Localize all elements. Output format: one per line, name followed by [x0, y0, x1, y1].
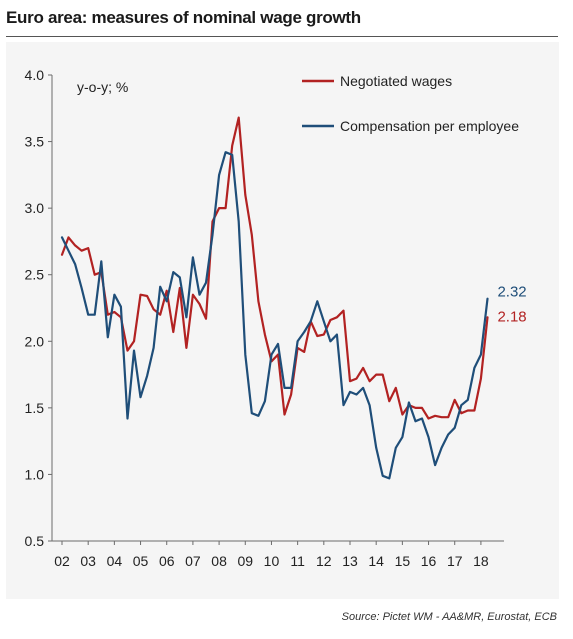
y-tick-label: 3.0 — [25, 200, 45, 216]
x-tick-label: 13 — [342, 553, 358, 569]
title-divider — [6, 36, 558, 37]
legend-negotiated-wages: Negotiated wages — [302, 73, 452, 89]
source-note: Source: Pictet WM - AA&MR, Eurostat, ECB — [341, 611, 557, 623]
chart-title: Euro area: measures of nominal wage grow… — [6, 8, 361, 27]
x-tick-label: 10 — [264, 553, 280, 569]
x-tick-label: 14 — [368, 553, 384, 569]
x-tick-label: 04 — [107, 553, 123, 569]
axes: 0.5 1.0 1.5 2.0 2.5 3.0 3.5 4.0 02 03 04 05 06 07 08 09… — [25, 67, 504, 569]
x-tick-label: 06 — [159, 553, 175, 569]
compensation-per-employee-line — [60, 151, 489, 480]
x-tick-label: 02 — [54, 553, 70, 569]
series-lines: 2.18 2.32 — [60, 116, 527, 480]
x-tick-label: 09 — [237, 553, 253, 569]
x-tick-label: 15 — [395, 553, 411, 569]
legend: Negotiated wages Compensation per employe… — [302, 73, 519, 134]
y-axis-unit-label: y-o-y; % — [77, 79, 128, 95]
negotiated-wages-end-label: 2.18 — [497, 308, 526, 325]
x-tick-label: 11 — [290, 553, 305, 569]
y-tick-label: 4.0 — [25, 67, 45, 83]
legend-label: Negotiated wages — [340, 73, 452, 89]
compensation-per-employee-end-label: 2.32 — [497, 284, 526, 301]
y-tick-label: 0.5 — [25, 533, 45, 549]
x-tick-label: 07 — [185, 553, 201, 569]
y-tick-label: 2.0 — [25, 333, 45, 349]
x-tick-label: 05 — [133, 553, 149, 569]
y-tick-label: 1.0 — [25, 466, 45, 482]
negotiated-wages-line — [60, 116, 489, 420]
y-tick-label: 3.5 — [25, 134, 45, 150]
plot-panel — [6, 42, 559, 599]
x-tick-label: 03 — [80, 553, 96, 569]
legend-label: Compensation per employee — [340, 118, 519, 134]
x-tick-label: 16 — [421, 553, 437, 569]
x-tick-label: 17 — [447, 553, 463, 569]
x-tick-label: 08 — [211, 553, 227, 569]
x-tick-label: 12 — [316, 553, 332, 569]
y-tick-label: 1.5 — [25, 400, 45, 416]
x-tick-label: 18 — [473, 553, 489, 569]
legend-compensation-per-employee: Compensation per employee — [302, 118, 519, 134]
y-tick-label: 2.5 — [25, 267, 45, 283]
